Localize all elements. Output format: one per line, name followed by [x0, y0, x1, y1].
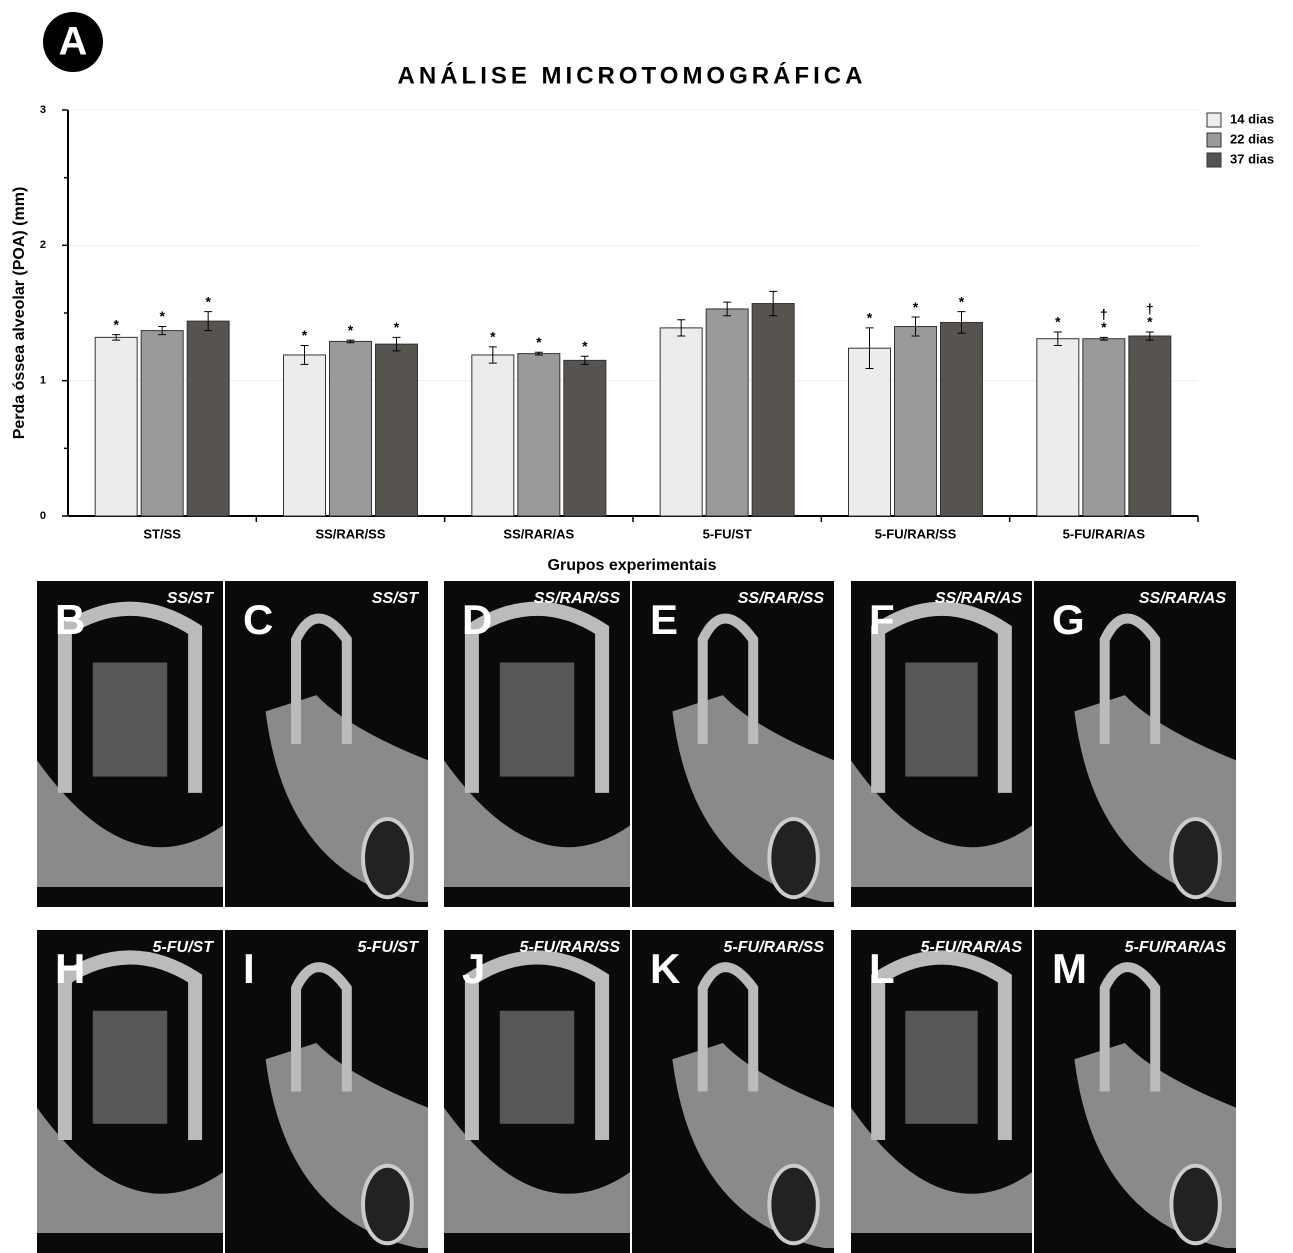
- ct-canal: [363, 819, 412, 897]
- panel-letter: D: [462, 596, 492, 643]
- legend-label: 37 dias: [1230, 151, 1274, 166]
- significance-mark: *: [913, 299, 919, 315]
- significance-mark: *: [205, 293, 211, 309]
- ct-canal: [1171, 1166, 1219, 1244]
- ct-pulp: [500, 663, 574, 777]
- bar: [330, 341, 372, 516]
- panel-letter: C: [243, 596, 273, 643]
- panel-label: A: [59, 20, 88, 64]
- legend-label: 14 dias: [1230, 111, 1274, 126]
- bar: [141, 331, 183, 516]
- bar: [564, 360, 606, 516]
- x-tick-label: 5-FU/RAR/AS: [1063, 526, 1146, 541]
- panel-group: 5-FU/ST: [153, 939, 215, 956]
- panel-letter: I: [243, 945, 255, 992]
- bar: [1129, 336, 1171, 516]
- bar: [95, 337, 137, 516]
- panel-group: SS/ST: [167, 590, 214, 607]
- x-tick-label: 5-FU/ST: [703, 526, 752, 541]
- ct-canal: [769, 1166, 817, 1244]
- panel-group: SS/RAR/SS: [534, 590, 621, 607]
- significance-mark: †: [1100, 306, 1108, 322]
- y-axis-label: Perda óssea alveolar (POA) (mm): [11, 187, 28, 440]
- bar: [518, 354, 560, 516]
- bar: [472, 355, 514, 516]
- ct-pulp: [93, 663, 167, 777]
- ct-canal: [1171, 819, 1219, 897]
- panel-group: SS/ST: [372, 590, 419, 607]
- page: A ANÁLISE MICROTOMOGRÁFICA Perda óssea a…: [0, 0, 1293, 1253]
- legend-label: 22 dias: [1230, 131, 1274, 146]
- panel-letter: K: [650, 945, 680, 992]
- ct-pulp: [93, 1011, 167, 1124]
- chart-title: ANÁLISE MICROTOMOGRÁFICA: [398, 61, 867, 89]
- bar: [752, 304, 794, 516]
- x-tick-label: ST/SS: [143, 526, 181, 541]
- panel-letter: G: [1052, 596, 1085, 643]
- significance-mark: *: [113, 316, 119, 332]
- ct-pulp: [905, 1011, 977, 1124]
- panel-letter: J: [462, 945, 485, 992]
- legend-swatch: [1207, 153, 1221, 167]
- panel-letter: F: [869, 596, 895, 643]
- panel-group: SS/RAR/AS: [1139, 590, 1226, 607]
- bar: [1037, 339, 1079, 516]
- ct-canal: [769, 819, 817, 897]
- bar: [706, 309, 748, 516]
- significance-mark: *: [582, 338, 588, 354]
- ct-canal: [363, 1166, 412, 1244]
- figure: A ANÁLISE MICROTOMOGRÁFICA Perda óssea a…: [0, 0, 1293, 1253]
- significance-mark: *: [959, 293, 965, 309]
- ct-pulp: [905, 663, 977, 777]
- legend-swatch: [1207, 113, 1221, 127]
- panel-letter: L: [869, 945, 895, 992]
- panel-group: 5-FU/RAR/AS: [921, 939, 1023, 956]
- significance-mark: *: [394, 319, 400, 335]
- significance-mark: †: [1146, 301, 1154, 317]
- y-tick-label: 1: [40, 375, 46, 387]
- significance-mark: *: [490, 329, 496, 345]
- bar: [941, 322, 983, 516]
- y-tick-label: 3: [40, 104, 46, 116]
- panel-letter: E: [650, 596, 678, 643]
- panel-group: 5-FU/ST: [358, 939, 420, 956]
- bar: [376, 344, 418, 516]
- panel-group: 5-FU/RAR/SS: [724, 939, 825, 956]
- significance-mark: *: [159, 308, 165, 324]
- significance-mark: *: [536, 334, 542, 350]
- x-axis-label: Grupos experimentais: [548, 557, 717, 574]
- y-tick-label: 2: [40, 239, 46, 251]
- panel-letter: B: [55, 596, 85, 643]
- bar: [895, 327, 937, 516]
- x-tick-label: SS/RAR/AS: [503, 526, 574, 541]
- significance-mark: *: [1055, 314, 1061, 330]
- significance-mark: *: [302, 327, 308, 343]
- panel-group: SS/RAR/AS: [935, 590, 1022, 607]
- x-tick-label: 5-FU/RAR/SS: [875, 526, 957, 541]
- significance-mark: *: [867, 310, 873, 326]
- bar: [284, 355, 326, 516]
- bar: [187, 321, 229, 516]
- legend-swatch: [1207, 133, 1221, 147]
- y-tick-label: 0: [40, 510, 46, 522]
- panel-letter: M: [1052, 945, 1087, 992]
- panel-group: 5-FU/RAR/AS: [1125, 939, 1227, 956]
- bar: [849, 348, 891, 516]
- bar: [660, 328, 702, 516]
- x-tick-label: SS/RAR/SS: [315, 526, 385, 541]
- panel-group: 5-FU/RAR/SS: [520, 939, 621, 956]
- panel-letter: H: [55, 945, 85, 992]
- significance-mark: *: [348, 322, 354, 338]
- bar: [1083, 339, 1125, 516]
- panel-group: SS/RAR/SS: [738, 590, 825, 607]
- ct-pulp: [500, 1011, 574, 1124]
